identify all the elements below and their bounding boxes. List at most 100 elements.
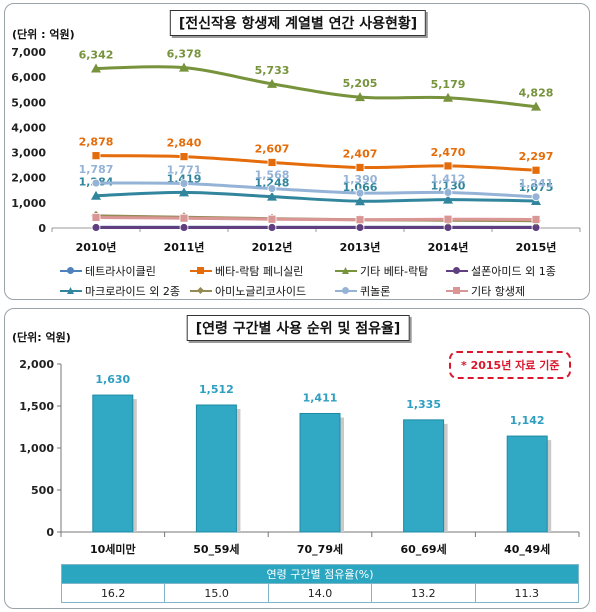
- bar: [506, 435, 548, 533]
- data-point: [267, 158, 277, 167]
- series-line: [95, 65, 537, 109]
- legend-swatch: [60, 286, 82, 296]
- data-label: 2,607: [255, 142, 290, 155]
- legend-swatch: [190, 286, 212, 296]
- data-label: 1,771: [167, 163, 202, 176]
- legend-swatch: [60, 266, 82, 276]
- age-group-title: [연령 구간별 사용 순위 및 점유율]: [186, 315, 410, 341]
- y-tick-label: 2,000: [19, 358, 54, 371]
- x-tick-label: 2013년: [340, 240, 381, 254]
- y-tick-label: 5,000: [11, 96, 46, 109]
- data-point: [355, 92, 365, 102]
- series-line: [95, 181, 537, 199]
- data-label: 2,297: [519, 150, 554, 163]
- bar-value-label: 1,142: [510, 414, 545, 427]
- y-tick-label: 6,000: [11, 71, 46, 84]
- data-label: 1,787: [79, 163, 114, 176]
- y-tick-label: 2,000: [11, 172, 46, 185]
- data-label: 1,130: [431, 180, 466, 193]
- data-label: 1,075: [519, 181, 554, 194]
- share-cell: 16.2: [60, 583, 166, 603]
- share-table: 연령 구간별 점유율(%) 16.2 15.0 14.0 13.2 11.3: [60, 564, 580, 603]
- legend-item: 퀴놀론: [335, 283, 390, 299]
- bar: [403, 419, 445, 533]
- y-tick-label: 3,000: [11, 147, 46, 160]
- data-point: [443, 92, 453, 102]
- legend-swatch: [446, 266, 468, 276]
- data-point: [531, 192, 541, 202]
- bar-value-label: 1,411: [303, 391, 338, 404]
- data-point: [91, 223, 101, 232]
- data-point: [91, 213, 101, 222]
- data-point: [355, 163, 365, 172]
- legend-label: 테트라사이클린: [85, 265, 156, 278]
- data-point: [91, 190, 101, 200]
- y-tick-label: 500: [31, 484, 54, 497]
- bar: [92, 394, 134, 533]
- data-point: [179, 179, 189, 188]
- annual-usage-title: [전신작용 항생제 계열별 연간 사용현황]: [169, 10, 427, 36]
- data-label: 1,066: [343, 181, 378, 194]
- y-tick-label: 4,000: [11, 121, 46, 134]
- y-tick-label: 0: [38, 222, 46, 235]
- legend-item: 테트라사이클린: [60, 263, 156, 279]
- annual-usage-panel: [4, 3, 590, 300]
- legend-label: 퀴놀론: [360, 285, 391, 298]
- data-point: [267, 184, 277, 193]
- data-label: 1,412: [431, 172, 466, 185]
- legend-label: 기타 항생제: [471, 285, 526, 298]
- legend-label: 베타-락탐 페니실린: [215, 265, 304, 278]
- series-line: [95, 215, 537, 222]
- y-tick-label: 1,000: [11, 197, 46, 210]
- legend-label: 설폰아미드 외 1종: [471, 265, 556, 278]
- data-point: [179, 187, 189, 197]
- share-cell: 14.0: [267, 583, 373, 603]
- data-label: 2,840: [167, 137, 202, 150]
- x-tick-label: 2010년: [76, 240, 117, 254]
- y-tick-label: 1,000: [19, 442, 54, 455]
- x-tick-label: 2012년: [252, 240, 293, 254]
- bar: [299, 412, 341, 533]
- x-tick-label: 10세미만: [90, 542, 136, 556]
- data-label: 5,205: [343, 77, 378, 90]
- legend-swatch: [446, 286, 468, 296]
- bar-value-label: 1,512: [199, 383, 234, 396]
- legend-swatch: [335, 266, 357, 276]
- data-label: 1,241: [519, 177, 554, 190]
- reference-year-note: * 2015년 자료 기준: [449, 351, 572, 379]
- data-point: [355, 188, 365, 198]
- x-tick-label: 2015년: [516, 240, 557, 254]
- bar-value-label: 1,335: [406, 398, 441, 411]
- x-tick-label: 60_69세: [400, 542, 446, 556]
- legend-swatch: [335, 286, 357, 296]
- share-table-header: 연령 구간별 점유율(%): [61, 564, 579, 584]
- legend-item: 아미노글리코사이드: [190, 283, 306, 299]
- data-point: [267, 78, 277, 88]
- x-tick-label: 2014년: [428, 240, 469, 254]
- data-point: [179, 213, 189, 223]
- series-line: [95, 154, 537, 172]
- data-label: 6,342: [79, 49, 114, 62]
- share-cell: 15.0: [164, 583, 269, 603]
- data-point: [91, 63, 101, 73]
- data-point: [443, 161, 453, 171]
- data-point: [91, 178, 101, 188]
- x-tick-label: 2011년: [164, 240, 205, 254]
- annual-usage-unit: (단위 : 억원): [12, 28, 75, 41]
- data-point: [355, 215, 365, 225]
- legend-item: 설폰아미드 외 1종: [446, 263, 556, 279]
- data-point: [355, 196, 365, 206]
- legend-item: 기타 베타-락탐: [335, 263, 428, 279]
- data-point: [443, 214, 453, 224]
- data-point: [531, 215, 541, 224]
- data-point: [179, 223, 189, 232]
- bar: [195, 404, 237, 533]
- y-tick-label: 1,500: [19, 400, 54, 413]
- data-label: 2,407: [343, 147, 378, 160]
- data-point: [267, 214, 277, 224]
- x-tick-label: 40_49세: [504, 542, 550, 556]
- legend-label: 마크로라이드 외 2종: [85, 285, 180, 298]
- data-label: 1,568: [255, 169, 290, 182]
- series-line: [95, 190, 537, 203]
